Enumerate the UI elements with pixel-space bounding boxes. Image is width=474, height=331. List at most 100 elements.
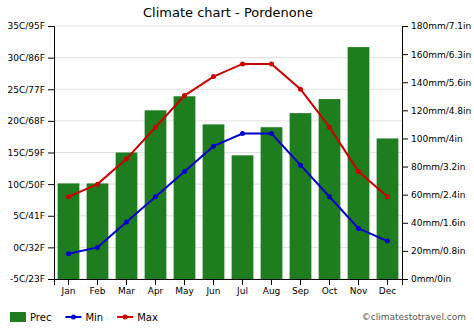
tick: 35C/95F — [8, 21, 54, 31]
tick: 160mm/6.3in — [402, 49, 471, 59]
tick-label: Mar — [118, 286, 135, 296]
tick: Jul — [236, 279, 248, 296]
tick-label: Aug — [263, 286, 281, 296]
tick-label: 35C/95F — [8, 21, 45, 31]
y2-axis-line — [403, 27, 409, 280]
tick-label: 10C/50F — [8, 180, 45, 190]
marker — [327, 125, 332, 130]
tick-mark — [242, 279, 243, 285]
tick: Feb — [90, 279, 106, 296]
tick-mark — [48, 58, 54, 59]
bar — [58, 183, 80, 279]
tick: 40mm/1.6in — [402, 218, 466, 228]
marker — [211, 74, 216, 79]
chart: -5C/23F0C/32F5C/41F10C/50F15C/59F20C/68F… — [0, 0, 474, 331]
plot: -5C/23F0C/32F5C/41F10C/50F15C/59F20C/68F… — [8, 21, 472, 296]
tick-mark — [48, 89, 54, 90]
annotation: ©climatestotravel.com — [362, 312, 466, 322]
marker — [298, 87, 303, 92]
tick: Jan — [61, 279, 76, 296]
marker — [124, 156, 129, 161]
marks — [58, 47, 399, 279]
tick-mark — [402, 110, 408, 111]
marker — [66, 251, 71, 256]
marker — [385, 239, 390, 244]
tick-mark — [402, 138, 408, 139]
tick-label: 30C/86F — [8, 53, 45, 63]
tick-label: 40mm/1.6in — [411, 218, 466, 228]
tick-label: 20mm/0.8in — [411, 246, 466, 256]
y-axis-line — [48, 27, 55, 280]
marker — [182, 169, 187, 174]
tick: Jun — [205, 279, 220, 296]
tick-label: 100mm/4in — [411, 134, 463, 144]
y2-axis: 0mm/0in20mm/0.8in40mm/1.6in60mm/2.4in80m… — [402, 21, 471, 284]
tick-mark — [48, 184, 54, 185]
tick: 5C/41F — [13, 211, 54, 221]
tick-label: 140mm/5.6in — [411, 78, 471, 88]
line — [69, 134, 388, 254]
tick-label: Dec — [379, 286, 396, 296]
marker — [356, 169, 361, 174]
bar — [261, 127, 283, 279]
tick-label: 20C/68F — [8, 116, 45, 126]
tick-mark — [68, 279, 69, 285]
tick-mark — [329, 279, 330, 285]
bar — [377, 138, 399, 279]
tick: 10C/50F — [8, 180, 54, 190]
tick-label: May — [175, 286, 194, 296]
tick-label: -5C/23F — [10, 274, 45, 284]
bar — [232, 155, 254, 279]
tick: 20C/68F — [8, 116, 54, 126]
tick: Oct — [322, 279, 338, 296]
marker — [298, 163, 303, 168]
tick-mark — [97, 279, 98, 285]
tick-label: 5C/41F — [13, 211, 45, 221]
tick: 80mm/3.2in — [402, 162, 466, 172]
tick-label: 180mm/7.1in — [411, 21, 471, 31]
bar — [290, 113, 312, 279]
marker — [182, 93, 187, 98]
legend-item: Min — [65, 312, 103, 323]
tick-mark — [184, 279, 185, 285]
marker — [66, 194, 71, 199]
tick: 180mm/7.1in — [402, 21, 471, 31]
tick-label: Nov — [350, 286, 368, 296]
marker — [124, 220, 129, 225]
tick-mark — [48, 153, 54, 154]
legend: PrecMinMax — [10, 312, 158, 323]
tick-mark — [402, 251, 408, 252]
tick: Nov — [350, 279, 368, 296]
tick-label: 0C/32F — [13, 243, 45, 253]
tick-label: 25C/77F — [8, 85, 45, 95]
marker — [327, 194, 332, 199]
legend-swatch — [10, 312, 26, 322]
tick: 60mm/2.4in — [402, 190, 466, 200]
x-axis: Jan Feb Mar Apr May Jun Jul Aug Sep Oct Nov Dec — [55, 279, 403, 296]
tick-label: Jun — [205, 286, 220, 296]
x-axis-line — [55, 280, 403, 286]
tick-label: 80mm/3.2in — [411, 162, 466, 172]
tick-mark — [402, 54, 408, 55]
marker — [356, 226, 361, 231]
tick: Apr — [148, 279, 164, 296]
tick: May — [175, 279, 194, 296]
tick-mark — [402, 82, 408, 83]
marker — [153, 194, 158, 199]
tick-mark — [213, 279, 214, 285]
tick: Sep — [292, 279, 309, 296]
tick-label: Jul — [236, 286, 248, 296]
bar — [348, 47, 370, 279]
tick: -5C/23F — [10, 274, 54, 284]
tick-label: Apr — [148, 286, 164, 296]
tick: Mar — [118, 279, 135, 296]
tick-mark — [402, 223, 408, 224]
marker — [240, 131, 245, 136]
legend-marker — [71, 315, 76, 320]
marker — [211, 144, 216, 149]
tick: 30C/86F — [8, 53, 54, 63]
tick: 20mm/0.8in — [402, 246, 466, 256]
tick-mark — [358, 279, 359, 285]
marker — [95, 182, 100, 187]
legend-label: Min — [85, 312, 103, 323]
